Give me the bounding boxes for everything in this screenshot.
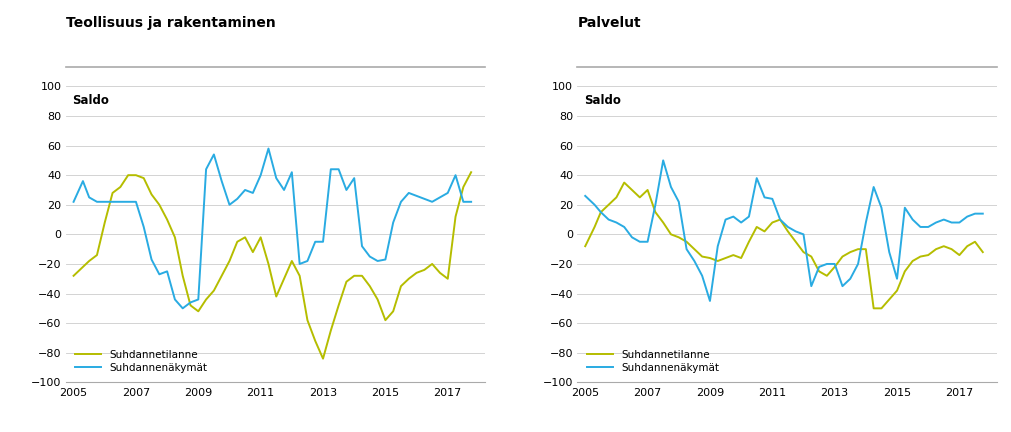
Suhdannetilanne	[797, 250, 809, 255]
Suhdannenäkymät	[293, 261, 305, 267]
Suhdannenäkymät	[325, 167, 337, 172]
Suhdannenäkymät	[262, 146, 274, 151]
Suhdannenäkymät	[734, 220, 746, 225]
Suhdannenäkymät	[835, 283, 847, 289]
Suhdannenäkymät	[270, 175, 282, 181]
Line: Suhdannetilanne: Suhdannetilanne	[584, 183, 982, 308]
Suhdannetilanne	[866, 306, 879, 311]
Line: Suhdannenäkymät: Suhdannenäkymät	[74, 149, 471, 308]
Suhdannetilanne	[610, 195, 622, 200]
Suhdannetilanne	[828, 264, 840, 270]
Suhdannetilanne	[976, 250, 988, 255]
Suhdannetilanne	[773, 217, 786, 222]
Legend: Suhdannetilanne, Suhdannenäkymät: Suhdannetilanne, Suhdannenäkymät	[71, 346, 211, 377]
Suhdannetilanne	[255, 235, 267, 240]
Suhdannetilanne	[316, 356, 329, 361]
Text: Palvelut: Palvelut	[577, 16, 640, 30]
Text: Saldo: Saldo	[583, 94, 620, 107]
Suhdannenäkymät	[805, 283, 817, 289]
Legend: Suhdannetilanne, Suhdannenäkymät: Suhdannetilanne, Suhdannenäkymät	[582, 346, 723, 377]
Line: Suhdannenäkymät: Suhdannenäkymät	[584, 160, 982, 301]
Suhdannenäkymät	[704, 299, 716, 304]
Suhdannenäkymät	[177, 306, 189, 311]
Text: Teollisuus ja rakentaminen: Teollisuus ja rakentaminen	[66, 16, 275, 30]
Suhdannenäkymät	[976, 211, 988, 216]
Suhdannenäkymät	[215, 178, 227, 184]
Suhdannetilanne	[465, 170, 477, 175]
Suhdannetilanne	[843, 250, 855, 255]
Suhdannetilanne	[441, 276, 453, 281]
Line: Suhdannetilanne: Suhdannetilanne	[74, 172, 471, 359]
Suhdannetilanne	[333, 303, 345, 308]
Suhdannenäkymät	[578, 193, 590, 198]
Suhdannetilanne	[578, 244, 590, 249]
Suhdannenäkymät	[68, 199, 80, 204]
Suhdannetilanne	[68, 273, 80, 278]
Suhdannenäkymät	[340, 187, 352, 193]
Suhdannenäkymät	[851, 261, 863, 267]
Suhdannenäkymät	[782, 224, 794, 229]
Suhdannetilanne	[207, 288, 219, 293]
Suhdannetilanne	[727, 252, 739, 257]
Suhdannenäkymät	[610, 220, 622, 225]
Suhdannetilanne	[618, 180, 630, 185]
Suhdannenäkymät	[656, 158, 668, 163]
Suhdannetilanne	[99, 220, 111, 225]
Suhdannetilanne	[308, 338, 320, 343]
Suhdannenäkymät	[465, 199, 477, 204]
Suhdannenäkymät	[99, 199, 111, 204]
Text: Saldo: Saldo	[72, 94, 109, 107]
